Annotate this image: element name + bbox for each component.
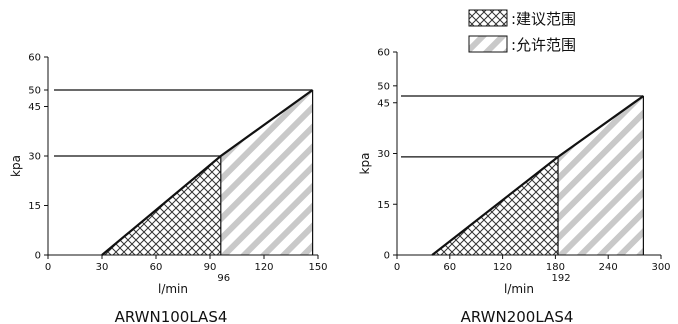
legend-label-allowed: :允许范围 (511, 36, 576, 54)
y-tick-label: 15 (28, 201, 41, 212)
y-tick-label: 30 (28, 152, 41, 163)
y-axis-label: kpa (9, 155, 23, 177)
legend-swatch-recommended (468, 9, 508, 27)
y-tick-label: 45 (377, 98, 390, 109)
legend-label-recommended: :建议范围 (511, 10, 576, 28)
chart-title: ARWN100LAS4 (115, 308, 228, 324)
x-tick-label: 60 (150, 262, 163, 273)
x-tick-label: 60 (443, 262, 456, 273)
allowed-range-area (220, 90, 313, 255)
y-tick-label: 0 (384, 251, 390, 262)
y-tick-label: 50 (377, 81, 390, 92)
legend-swatch-allowed (468, 35, 508, 53)
extra-x-label: 192 (551, 273, 570, 284)
pressure-curve (101, 89, 314, 256)
x-tick-label: 0 (394, 262, 400, 273)
extra-x-label: 96 (217, 273, 230, 284)
y-tick-label: 45 (28, 102, 41, 113)
x-tick-label: 120 (493, 262, 512, 273)
y-tick-label: 30 (377, 149, 390, 160)
y-tick-label: 0 (35, 251, 41, 262)
x-tick-label: 90 (204, 262, 217, 273)
y-tick-label: 15 (377, 200, 390, 211)
x-tick-label: 0 (45, 262, 51, 273)
x-tick-label: 120 (254, 262, 273, 273)
y-tick-label: 60 (28, 53, 41, 64)
x-axis-label: l/min (504, 282, 534, 296)
chart-title: ARWN200LAS4 (461, 308, 574, 324)
legend: :建议范围 :允许范围 (468, 9, 576, 54)
x-tick-label: 240 (599, 262, 618, 273)
x-tick-label: 180 (546, 262, 565, 273)
pressure-curve (431, 95, 645, 256)
chart-arwn200: 0 60 120 180 240 300 0 15 30 45 50 60 l/min kpa 192… (358, 48, 671, 324)
y-tick-label: 60 (377, 48, 390, 59)
chart-arwn100: 0 30 60 90 120 150 0 15 30 45 50 60 l/min kpa 96 AR… (9, 53, 328, 324)
allowed-range-area (558, 95, 644, 255)
x-tick-label: 30 (96, 262, 109, 273)
x-axis-label: l/min (158, 282, 188, 296)
y-axis-label: kpa (358, 153, 372, 175)
y-tick-label: 50 (28, 86, 41, 97)
x-tick-label: 300 (651, 262, 670, 273)
x-tick-label: 150 (308, 262, 327, 273)
